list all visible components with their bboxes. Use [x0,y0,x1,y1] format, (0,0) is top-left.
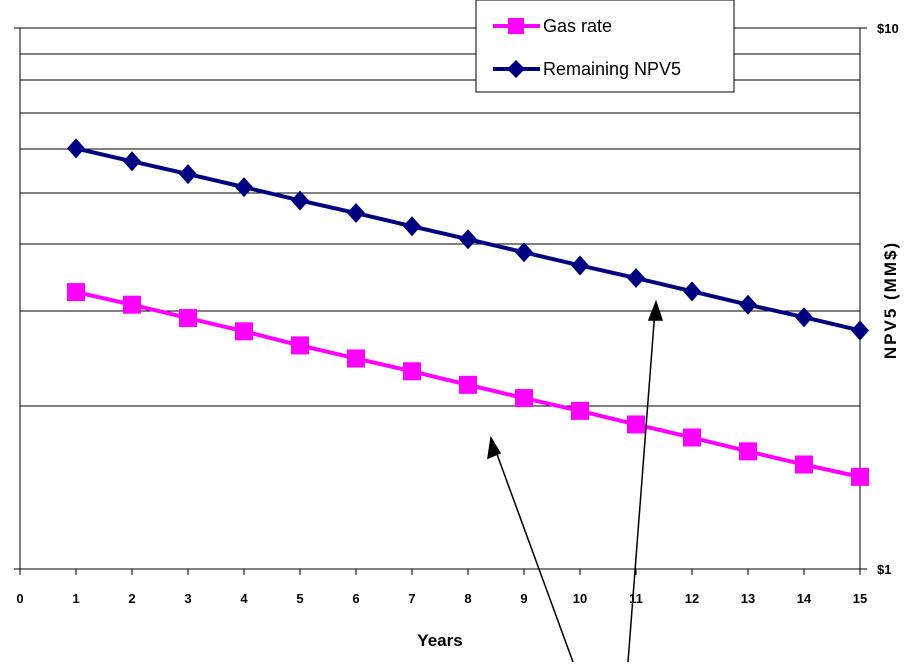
series-layer [67,138,869,486]
data-point-diamond [627,268,645,289]
x-axis-title: Years [417,631,462,650]
data-point-square [515,389,533,408]
series-remaining-npv5 [67,138,869,341]
legend-marker-square [508,18,524,34]
data-point-square [571,401,589,420]
x-tick-label: 3 [184,591,191,606]
data-point-diamond [347,203,365,224]
y-right-tick-label: $1 [877,562,891,577]
data-point-square [795,455,813,474]
legend-label: Gas rate [543,16,612,36]
data-point-square [683,428,701,447]
x-tick-label: 8 [464,591,471,606]
x-tick-label: 0 [16,591,23,606]
data-point-diamond [459,229,477,250]
data-point-square [739,442,757,461]
data-point-diamond [515,242,533,263]
data-point-diamond [795,307,813,328]
arrowhead [647,299,664,321]
left-axis-ticks [14,27,20,570]
x-tick-marks [19,569,861,575]
x-tick-label: 1 [72,591,79,606]
data-point-square [179,309,197,328]
x-tick-label: 10 [573,591,587,606]
data-point-diamond [571,255,589,276]
x-tick-label: 7 [408,591,415,606]
data-point-diamond [235,177,253,198]
data-point-diamond [683,281,701,302]
legend-entry-gas-rate: Gas rate [493,16,612,36]
x-tick-label: 5 [296,591,303,606]
x-tick-label: 6 [352,591,359,606]
x-tick-label: 13 [741,591,755,606]
data-point-square [851,467,869,486]
data-point-diamond [291,190,309,211]
data-point-square [235,322,253,341]
data-point-square [627,415,645,434]
data-point-diamond [403,216,421,237]
data-point-square [291,336,309,355]
arrowhead [487,435,502,460]
data-point-diamond [851,320,869,341]
legend-box [475,0,735,93]
x-tick-label: 14 [797,591,812,606]
data-point-diamond [123,151,141,172]
annotation-arrows [487,299,664,663]
x-tick-label: 11 [629,591,643,606]
x-tick-label: 12 [685,591,699,606]
x-tick-label: 2 [128,591,135,606]
arrow-to-gas-rate [493,445,574,663]
legend-label: Remaining NPV5 [543,59,681,79]
legend: Gas rate Remaining NPV5 [475,0,735,93]
x-tick-label: 4 [240,591,248,606]
data-point-diamond [179,164,197,185]
y-right-axis-title: NPV5 (MM$) [881,241,900,359]
data-point-square [67,283,85,302]
data-point-square [403,362,421,381]
series-gas-rate [67,283,869,486]
legend-marker-diamond [507,60,525,78]
arrow-to-npv [627,309,656,663]
y-right-tick-label: $10 [877,21,899,36]
x-tick-label: 9 [520,591,527,606]
data-point-diamond [739,294,757,315]
data-point-square [347,349,365,368]
legend-entry-remaining-npv5: Remaining NPV5 [493,59,681,79]
x-tick-label: 15 [853,591,867,606]
gridlines [20,27,860,407]
x-tick-labels: 0 1 2 3 4 5 6 7 8 9 10 11 12 13 14 15 [16,591,867,606]
data-point-square [459,375,477,394]
data-point-diamond [67,138,85,159]
right-axis-ticks [860,27,867,570]
data-point-square [123,295,141,314]
